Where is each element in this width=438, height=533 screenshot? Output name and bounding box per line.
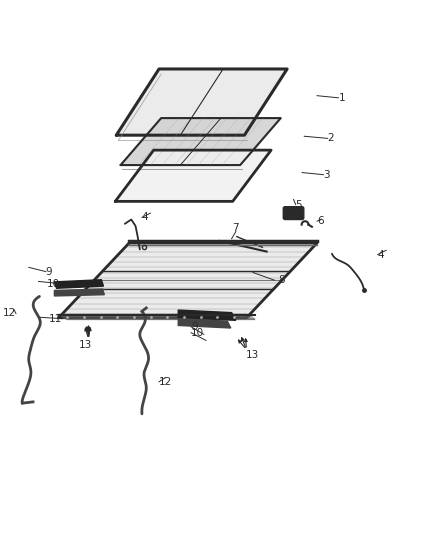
Text: 10: 10 — [191, 328, 204, 338]
Text: 8: 8 — [279, 275, 285, 285]
Polygon shape — [115, 150, 271, 201]
Polygon shape — [54, 280, 103, 288]
Polygon shape — [59, 243, 317, 318]
Text: 12: 12 — [3, 309, 16, 319]
Text: 12: 12 — [159, 377, 172, 387]
Text: 10: 10 — [47, 279, 60, 288]
Polygon shape — [54, 289, 104, 296]
Text: 6: 6 — [317, 216, 324, 226]
Text: 9: 9 — [191, 322, 198, 332]
Polygon shape — [120, 118, 281, 165]
Text: 11: 11 — [48, 313, 62, 324]
FancyBboxPatch shape — [283, 207, 304, 220]
Polygon shape — [178, 310, 236, 320]
Text: 2: 2 — [328, 133, 334, 143]
Polygon shape — [59, 314, 255, 319]
Text: 9: 9 — [46, 266, 53, 277]
Polygon shape — [178, 319, 231, 328]
Polygon shape — [117, 69, 287, 135]
Text: 4: 4 — [378, 249, 384, 260]
Text: 5: 5 — [296, 199, 302, 209]
Text: 13: 13 — [245, 350, 259, 360]
Text: 7: 7 — [233, 223, 239, 233]
Text: 4: 4 — [142, 212, 148, 222]
Text: 13: 13 — [79, 340, 92, 350]
Text: 3: 3 — [323, 169, 330, 180]
Text: 1: 1 — [339, 93, 345, 103]
